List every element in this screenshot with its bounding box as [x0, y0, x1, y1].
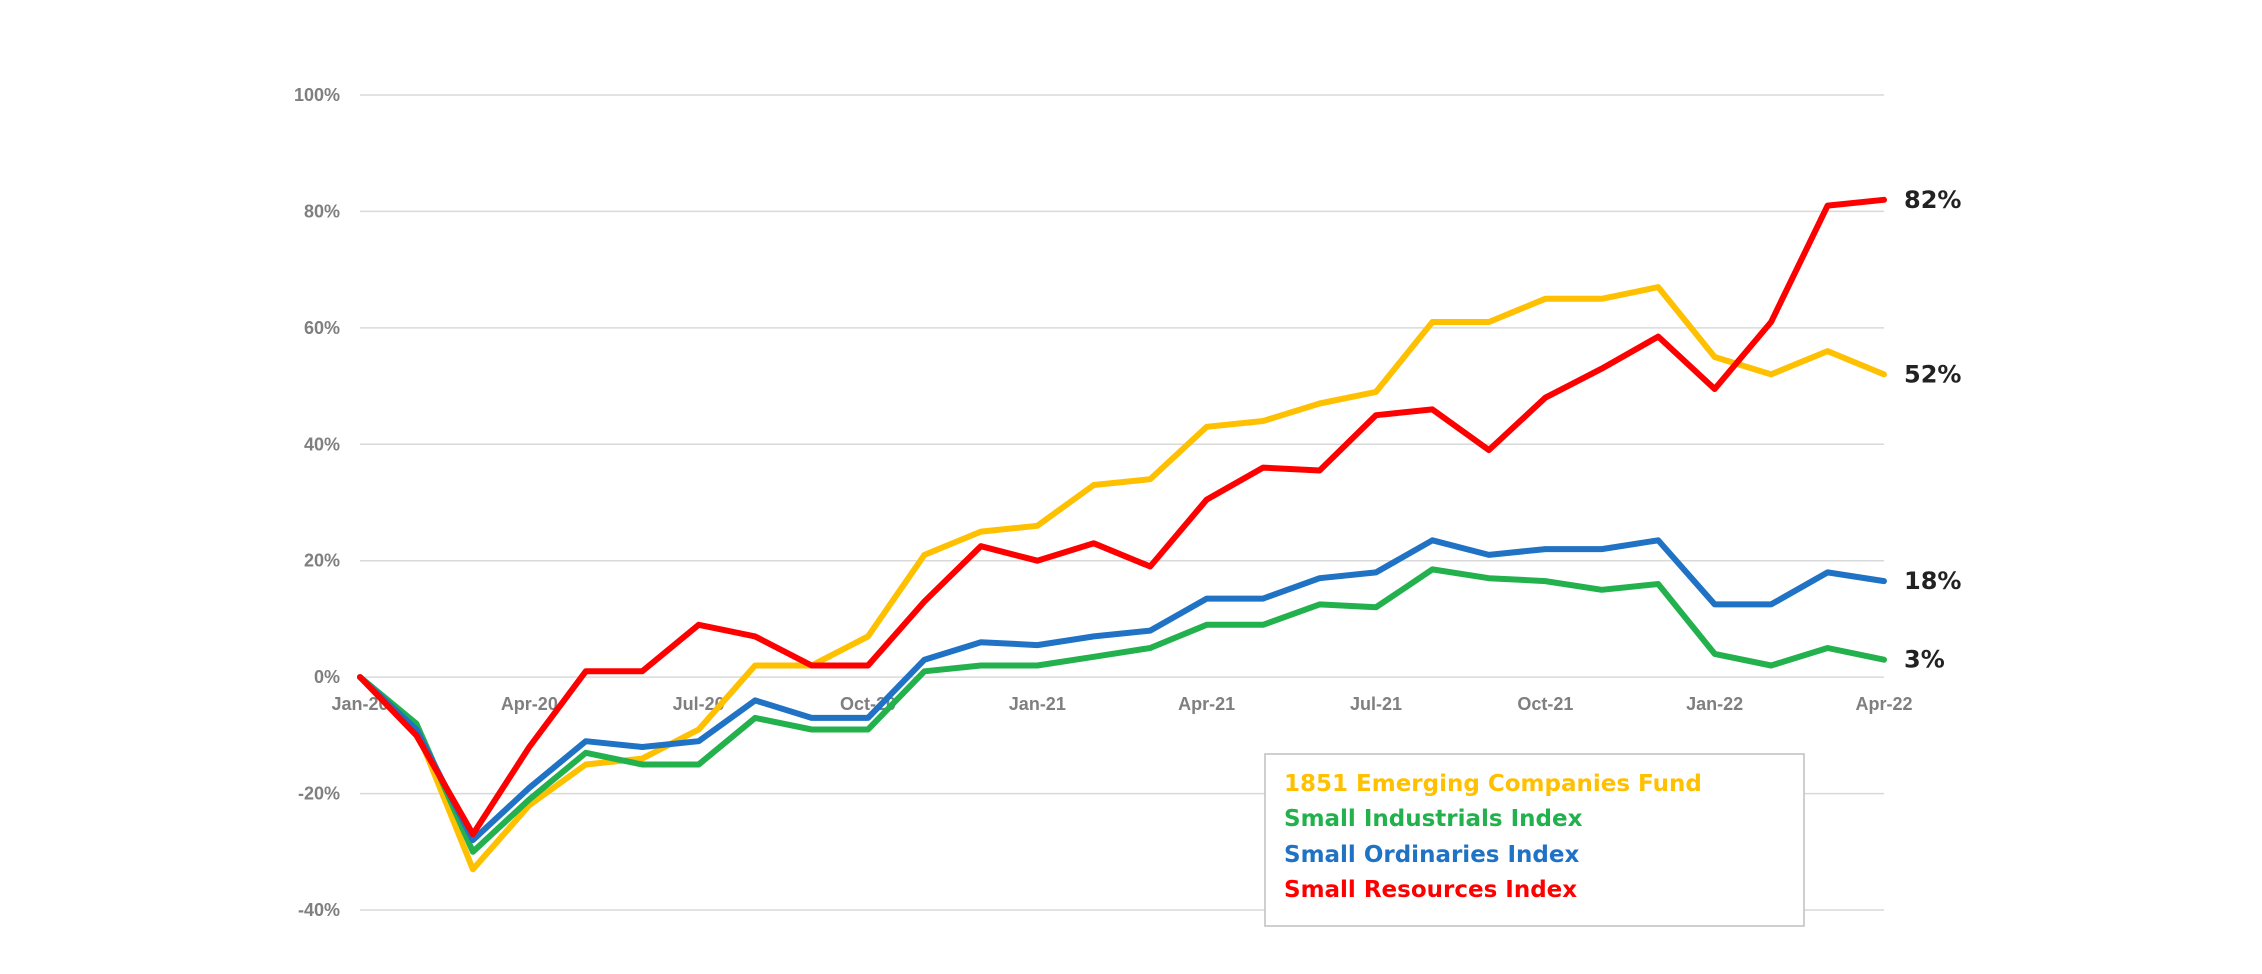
gridlines	[360, 94, 1884, 911]
x-tick-label: Jan-22	[1686, 694, 1743, 714]
x-tick-label: Jul-20	[673, 694, 725, 714]
legend-box	[1264, 753, 1805, 927]
y-tick-label: 40%	[304, 434, 340, 454]
y-tick-label: 20%	[304, 551, 340, 571]
end-label-industrials: 3%	[1904, 646, 1945, 674]
end-label-ordinaries: 18%	[1904, 567, 1961, 595]
legend-entry-ordinaries: Small Ordinaries Index	[1284, 842, 1579, 868]
end-labels: 52% 3% 18% 82%	[1904, 186, 1961, 674]
x-tick-label: Jan-21	[1009, 694, 1066, 714]
y-tick-label: 100%	[294, 85, 340, 105]
y-tick-label: 60%	[304, 318, 340, 338]
end-label-resources: 82%	[1904, 186, 1961, 214]
legend-entry-fund: 1851 Emerging Companies Fund	[1284, 771, 1702, 797]
legend: 1851 Emerging Companies Fund Small Indus…	[1264, 753, 1805, 927]
y-tick-label: 80%	[304, 201, 340, 221]
y-axis-ticks: 100% 80% 60% 40% 20% 0% -20% -40%	[294, 85, 340, 920]
y-tick-label: 0%	[314, 667, 340, 687]
series-line-resources	[357, 196, 1887, 838]
x-tick-label: Jul-21	[1350, 694, 1402, 714]
series-lines	[357, 196, 1887, 873]
legend-entry-industrials: Small Industrials Index	[1284, 806, 1583, 832]
x-tick-label: Jan-20	[331, 694, 388, 714]
series-line-ordinaries	[357, 537, 1887, 844]
x-tick-label: Apr-22	[1855, 694, 1912, 714]
end-label-fund: 52%	[1904, 360, 1961, 388]
x-tick-label: Apr-21	[1178, 694, 1235, 714]
series-line-industrials	[357, 566, 1887, 855]
legend-entry-resources: Small Resources Index	[1284, 877, 1577, 903]
x-tick-label: Apr-20	[501, 694, 558, 714]
y-tick-label: -40%	[298, 900, 340, 920]
y-tick-label: -20%	[298, 784, 340, 804]
x-tick-label: Oct-21	[1517, 694, 1573, 714]
